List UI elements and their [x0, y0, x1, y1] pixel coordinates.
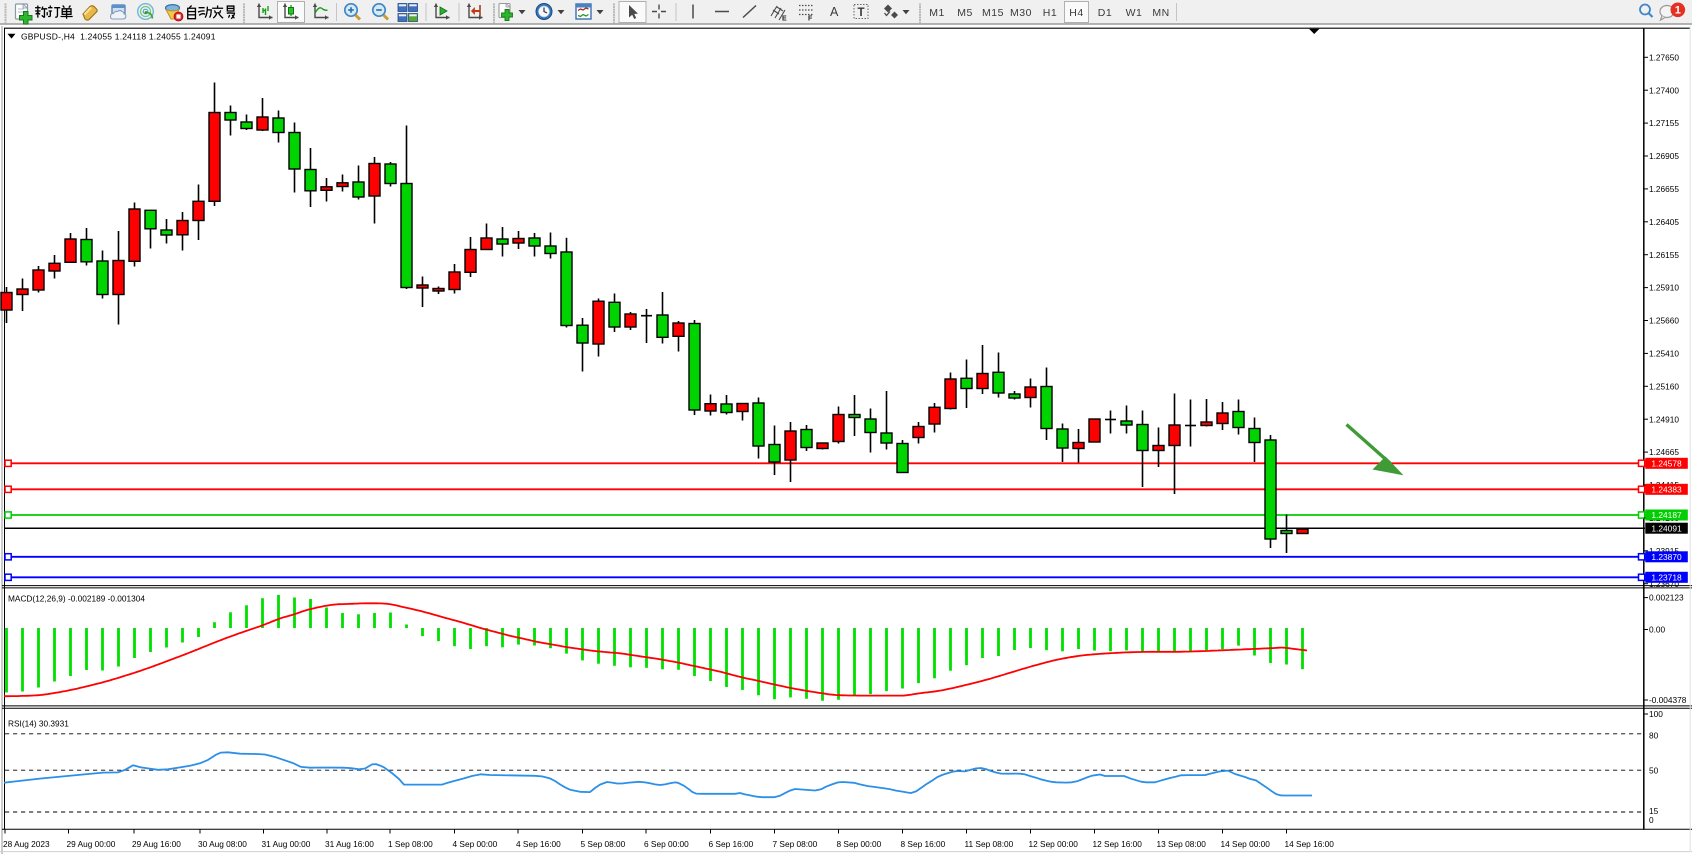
svg-text:7 Sep 08:00: 7 Sep 08:00 — [773, 839, 818, 849]
svg-text:MN: MN — [1152, 7, 1169, 19]
svg-text:1.27155: 1.27155 — [1649, 118, 1679, 128]
svg-text:6 Sep 00:00: 6 Sep 00:00 — [644, 839, 689, 849]
svg-text:M5: M5 — [957, 7, 973, 19]
svg-text:30 Aug 08:00: 30 Aug 08:00 — [198, 839, 247, 849]
svg-text:6 Sep 16:00: 6 Sep 16:00 — [709, 839, 754, 849]
svg-text:1.26655: 1.26655 — [1649, 184, 1679, 194]
svg-text:1.27400: 1.27400 — [1649, 85, 1679, 95]
svg-text:13 Sep 08:00: 13 Sep 08:00 — [1157, 839, 1207, 849]
svg-text:M1: M1 — [929, 7, 945, 19]
svg-text:H4: H4 — [1069, 7, 1083, 19]
svg-text:1.25910: 1.25910 — [1649, 283, 1679, 293]
svg-text:0: 0 — [1649, 815, 1654, 825]
svg-text:100: 100 — [1649, 709, 1663, 719]
svg-text:A: A — [830, 5, 839, 19]
svg-text:1 Sep 08:00: 1 Sep 08:00 — [388, 839, 433, 849]
svg-text:1.26905: 1.26905 — [1649, 151, 1679, 161]
svg-text:1.26405: 1.26405 — [1649, 217, 1679, 227]
svg-text:1.25160: 1.25160 — [1649, 381, 1679, 391]
svg-text:1.24383: 1.24383 — [1651, 484, 1682, 494]
svg-text:4 Sep 16:00: 4 Sep 16:00 — [516, 839, 561, 849]
svg-text:80: 80 — [1649, 730, 1659, 740]
svg-text:31 Aug 16:00: 31 Aug 16:00 — [325, 839, 374, 849]
svg-text:50: 50 — [1649, 766, 1659, 776]
svg-text:D1: D1 — [1098, 7, 1112, 19]
svg-text:1.24091: 1.24091 — [1651, 523, 1682, 533]
svg-text:29 Aug 16:00: 29 Aug 16:00 — [132, 839, 181, 849]
svg-text:31 Aug 00:00: 31 Aug 00:00 — [262, 839, 311, 849]
svg-text:1.24665: 1.24665 — [1649, 447, 1679, 457]
svg-text:E: E — [782, 16, 787, 23]
svg-text:1.25660: 1.25660 — [1649, 316, 1679, 326]
svg-text:H1: H1 — [1043, 7, 1057, 19]
svg-text:W1: W1 — [1126, 7, 1143, 19]
svg-text:12 Sep 00:00: 12 Sep 00:00 — [1029, 839, 1079, 849]
svg-text:1.24187: 1.24187 — [1651, 510, 1682, 520]
svg-text:28 Aug 2023: 28 Aug 2023 — [3, 839, 50, 849]
svg-text:11 Sep 08:00: 11 Sep 08:00 — [965, 839, 1014, 849]
svg-text:8 Sep 16:00: 8 Sep 16:00 — [901, 839, 946, 849]
svg-text:F: F — [808, 16, 813, 23]
svg-text:1.24578: 1.24578 — [1651, 458, 1682, 468]
svg-text:0.002123: 0.002123 — [1649, 593, 1684, 603]
svg-text:14 Sep 16:00: 14 Sep 16:00 — [1285, 839, 1335, 849]
svg-text:GBPUSD-,H4 1.24055 1.24118 1.: GBPUSD-,H4 1.24055 1.24118 1.24055 1.240… — [21, 32, 216, 42]
svg-text:1.24910: 1.24910 — [1649, 414, 1679, 424]
svg-text:1.23670: 1.23670 — [1649, 579, 1679, 589]
svg-text:M30: M30 — [1010, 7, 1032, 19]
svg-text:MACD(12,26,9) -0.002189 -0.001: MACD(12,26,9) -0.002189 -0.001304 — [8, 594, 145, 604]
svg-text:1.25410: 1.25410 — [1649, 349, 1679, 359]
svg-text:1.26155: 1.26155 — [1649, 250, 1679, 260]
svg-text:4 Sep 00:00: 4 Sep 00:00 — [453, 839, 498, 849]
svg-text:8 Sep 00:00: 8 Sep 00:00 — [837, 839, 882, 849]
svg-text:14 Sep 00:00: 14 Sep 00:00 — [1221, 839, 1271, 849]
svg-text:1.23915: 1.23915 — [1649, 546, 1679, 556]
svg-text:1: 1 — [1675, 5, 1681, 17]
svg-text:M15: M15 — [982, 7, 1004, 19]
svg-text:-0.004378: -0.004378 — [1649, 695, 1687, 705]
svg-text:29 Aug 00:00: 29 Aug 00:00 — [67, 839, 116, 849]
svg-text:T: T — [858, 7, 865, 19]
svg-text:RSI(14) 30.3931: RSI(14) 30.3931 — [8, 719, 69, 729]
svg-text:5 Sep 08:00: 5 Sep 08:00 — [581, 839, 626, 849]
svg-text:0.00: 0.00 — [1649, 625, 1666, 635]
svg-text:15: 15 — [1649, 806, 1659, 816]
svg-text:1.23718: 1.23718 — [1651, 572, 1682, 582]
svg-text:1.27650: 1.27650 — [1649, 52, 1679, 62]
svg-text:12 Sep 16:00: 12 Sep 16:00 — [1093, 839, 1143, 849]
svg-text:1.23870: 1.23870 — [1651, 552, 1682, 562]
